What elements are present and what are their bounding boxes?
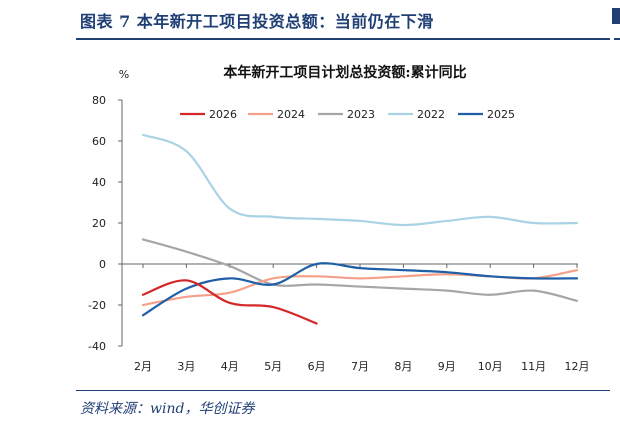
x-tick-label: 12月 bbox=[565, 360, 590, 373]
x-tick-label: 2月 bbox=[134, 360, 152, 373]
y-tick-label: 80 bbox=[92, 94, 106, 107]
figure-title: 图表 7 本年新开工项目投资总额：当前仍在下滑 bbox=[80, 12, 434, 31]
y-tick-label: 40 bbox=[92, 176, 106, 189]
series-line-2023 bbox=[141, 238, 579, 302]
x-tick-label: 11月 bbox=[521, 360, 546, 373]
y-tick-label: -40 bbox=[88, 340, 106, 353]
axes: -40 -20 0 20 40 60 80 2月 3月 4月 5月 6月 7月 8月 9月 10月 11月 12月 bbox=[88, 94, 589, 373]
x-tick-label: 10月 bbox=[478, 360, 503, 373]
adjacent-figure-rule bbox=[614, 38, 620, 40]
x-tick-label: 4月 bbox=[221, 360, 239, 373]
y-tick-label: -20 bbox=[88, 299, 106, 312]
x-tick-label: 6月 bbox=[308, 360, 326, 373]
legend-label-2023: 2023 bbox=[347, 108, 375, 121]
y-axis-unit: % bbox=[119, 68, 129, 81]
header-rule bbox=[76, 38, 610, 40]
y-tick-label: 20 bbox=[92, 217, 106, 230]
adjacent-figure-marker bbox=[612, 8, 620, 24]
legend: 2026 2024 2023 2022 2025 bbox=[180, 108, 515, 121]
x-tick-label: 5月 bbox=[264, 360, 282, 373]
y-tick-label: 0 bbox=[99, 258, 106, 271]
chart-title: 本年新开工项目计划总投资额:累计同比 bbox=[223, 64, 466, 81]
footer-rule bbox=[76, 390, 610, 391]
series-line-2022 bbox=[141, 133, 579, 227]
x-tick-label: 8月 bbox=[394, 360, 412, 373]
legend-label-2025: 2025 bbox=[487, 108, 515, 121]
legend-label-2022: 2022 bbox=[417, 108, 445, 121]
series-layer bbox=[141, 133, 579, 325]
series-line-2026 bbox=[141, 279, 318, 325]
legend-label-2026: 2026 bbox=[209, 108, 237, 121]
series-line-2025 bbox=[141, 262, 579, 317]
source-note: 资料来源：wind，华创证券 bbox=[80, 401, 255, 417]
x-tick-label: 3月 bbox=[177, 360, 195, 373]
y-tick-label: 60 bbox=[92, 135, 106, 148]
x-tick-label: 9月 bbox=[438, 360, 456, 373]
legend-label-2024: 2024 bbox=[277, 108, 305, 121]
x-tick-label: 7月 bbox=[351, 360, 369, 373]
